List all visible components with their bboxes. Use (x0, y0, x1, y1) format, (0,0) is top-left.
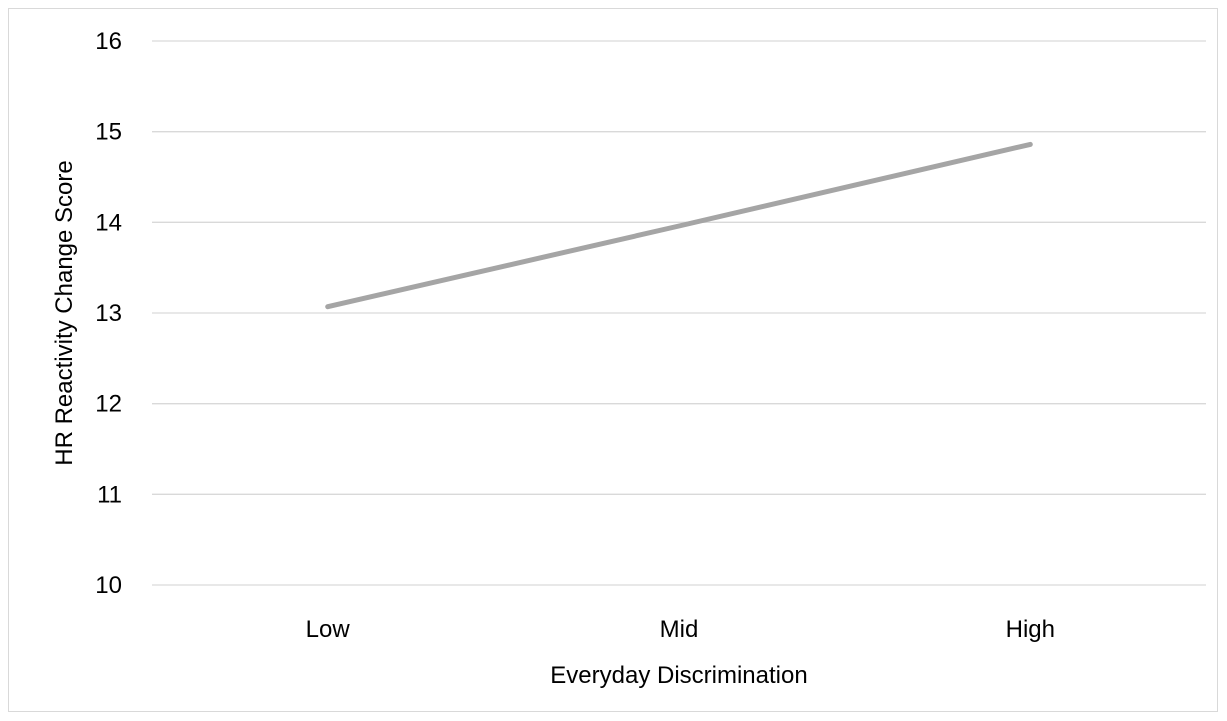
x-tick-label: High (1006, 616, 1055, 643)
y-tick-label: 12 (95, 391, 122, 418)
chart-frame (8, 8, 1218, 712)
series-lines (325, 141, 1033, 310)
y-tick-labels: 10 11 12 13 14 15 16 (95, 28, 122, 599)
x-tick-label: Mid (660, 616, 699, 643)
x-tick-labels: Low Mid High (306, 616, 1055, 643)
y-tick-label: 13 (95, 300, 122, 327)
y-tick-label: 10 (95, 572, 122, 599)
y-tick-label: 14 (95, 209, 122, 236)
x-tick-label: Low (306, 616, 351, 643)
y-axis-title: HR Reactivity Change Score (51, 160, 78, 465)
series-line (325, 141, 1033, 310)
y-tick-label: 11 (97, 481, 122, 508)
y-tick-label: 15 (95, 119, 122, 146)
y-tick-label: 16 (95, 28, 122, 55)
gridlines (152, 40, 1206, 586)
x-axis-title: Everyday Discrimination (550, 662, 807, 689)
